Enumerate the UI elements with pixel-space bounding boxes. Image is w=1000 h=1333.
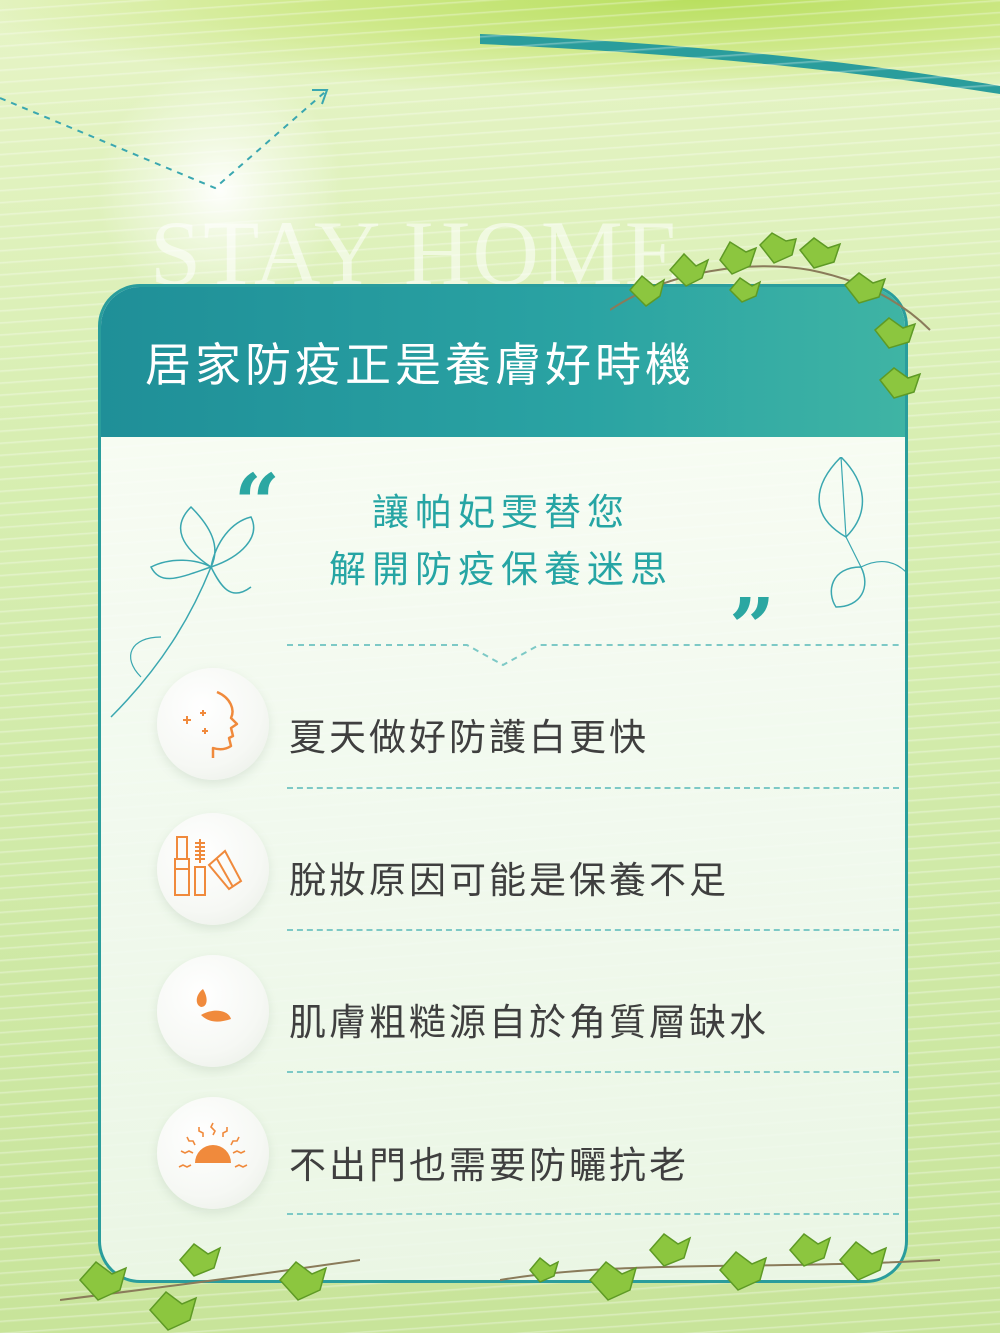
makeup-tools-icon xyxy=(174,836,243,896)
ivy-vine-top-icon xyxy=(610,232,931,399)
line-leaf-icon xyxy=(818,457,905,608)
tip-text-4: 不出門也需要防曬抗老 xyxy=(289,1144,689,1187)
divider xyxy=(287,929,899,931)
sunset-icon xyxy=(178,1122,248,1168)
headline-line-2: 解開防疫保養迷思 xyxy=(329,548,673,591)
divider-notch xyxy=(287,644,899,667)
sun-glow xyxy=(90,70,350,310)
close-quote-icon: ” xyxy=(729,580,776,674)
face-profile-icon xyxy=(183,690,239,758)
tip-text-2: 脫妝原因可能是保養不足 xyxy=(289,859,729,902)
top-foliage-band xyxy=(0,0,1000,90)
card-title: 居家防疫正是養膚好時機 xyxy=(145,338,695,392)
makeup-icon-circle xyxy=(157,813,269,925)
dashed-arrow-icon xyxy=(0,89,329,190)
line-flower-icon xyxy=(110,505,255,718)
ivy-vine-bottom-right-icon xyxy=(500,1232,940,1301)
divider xyxy=(287,1213,899,1215)
water-icon-circle xyxy=(157,955,269,1067)
ivy-vine-bottom-left-icon xyxy=(60,1242,360,1331)
face-icon-circle xyxy=(157,668,269,780)
headline-line-1: 讓帕妃雯替您 xyxy=(372,491,630,534)
divider xyxy=(287,787,899,789)
card-header xyxy=(101,287,905,437)
water-drops-icon xyxy=(196,989,231,1022)
tip-text-1: 夏天做好防護白更快 xyxy=(289,716,649,759)
top-teal-swoosh xyxy=(480,34,1000,94)
open-quote-icon: “ xyxy=(234,456,281,550)
divider xyxy=(287,1071,899,1073)
info-card: 居家防疫正是養膚好時機 “ 讓帕妃雯替您 解開防疫保養迷思 ” 夏天做好防護白更… xyxy=(98,284,908,1283)
sun-icon-circle xyxy=(157,1097,269,1209)
tip-text-3: 肌膚粗糙源自於角質層缺水 xyxy=(289,1001,769,1044)
